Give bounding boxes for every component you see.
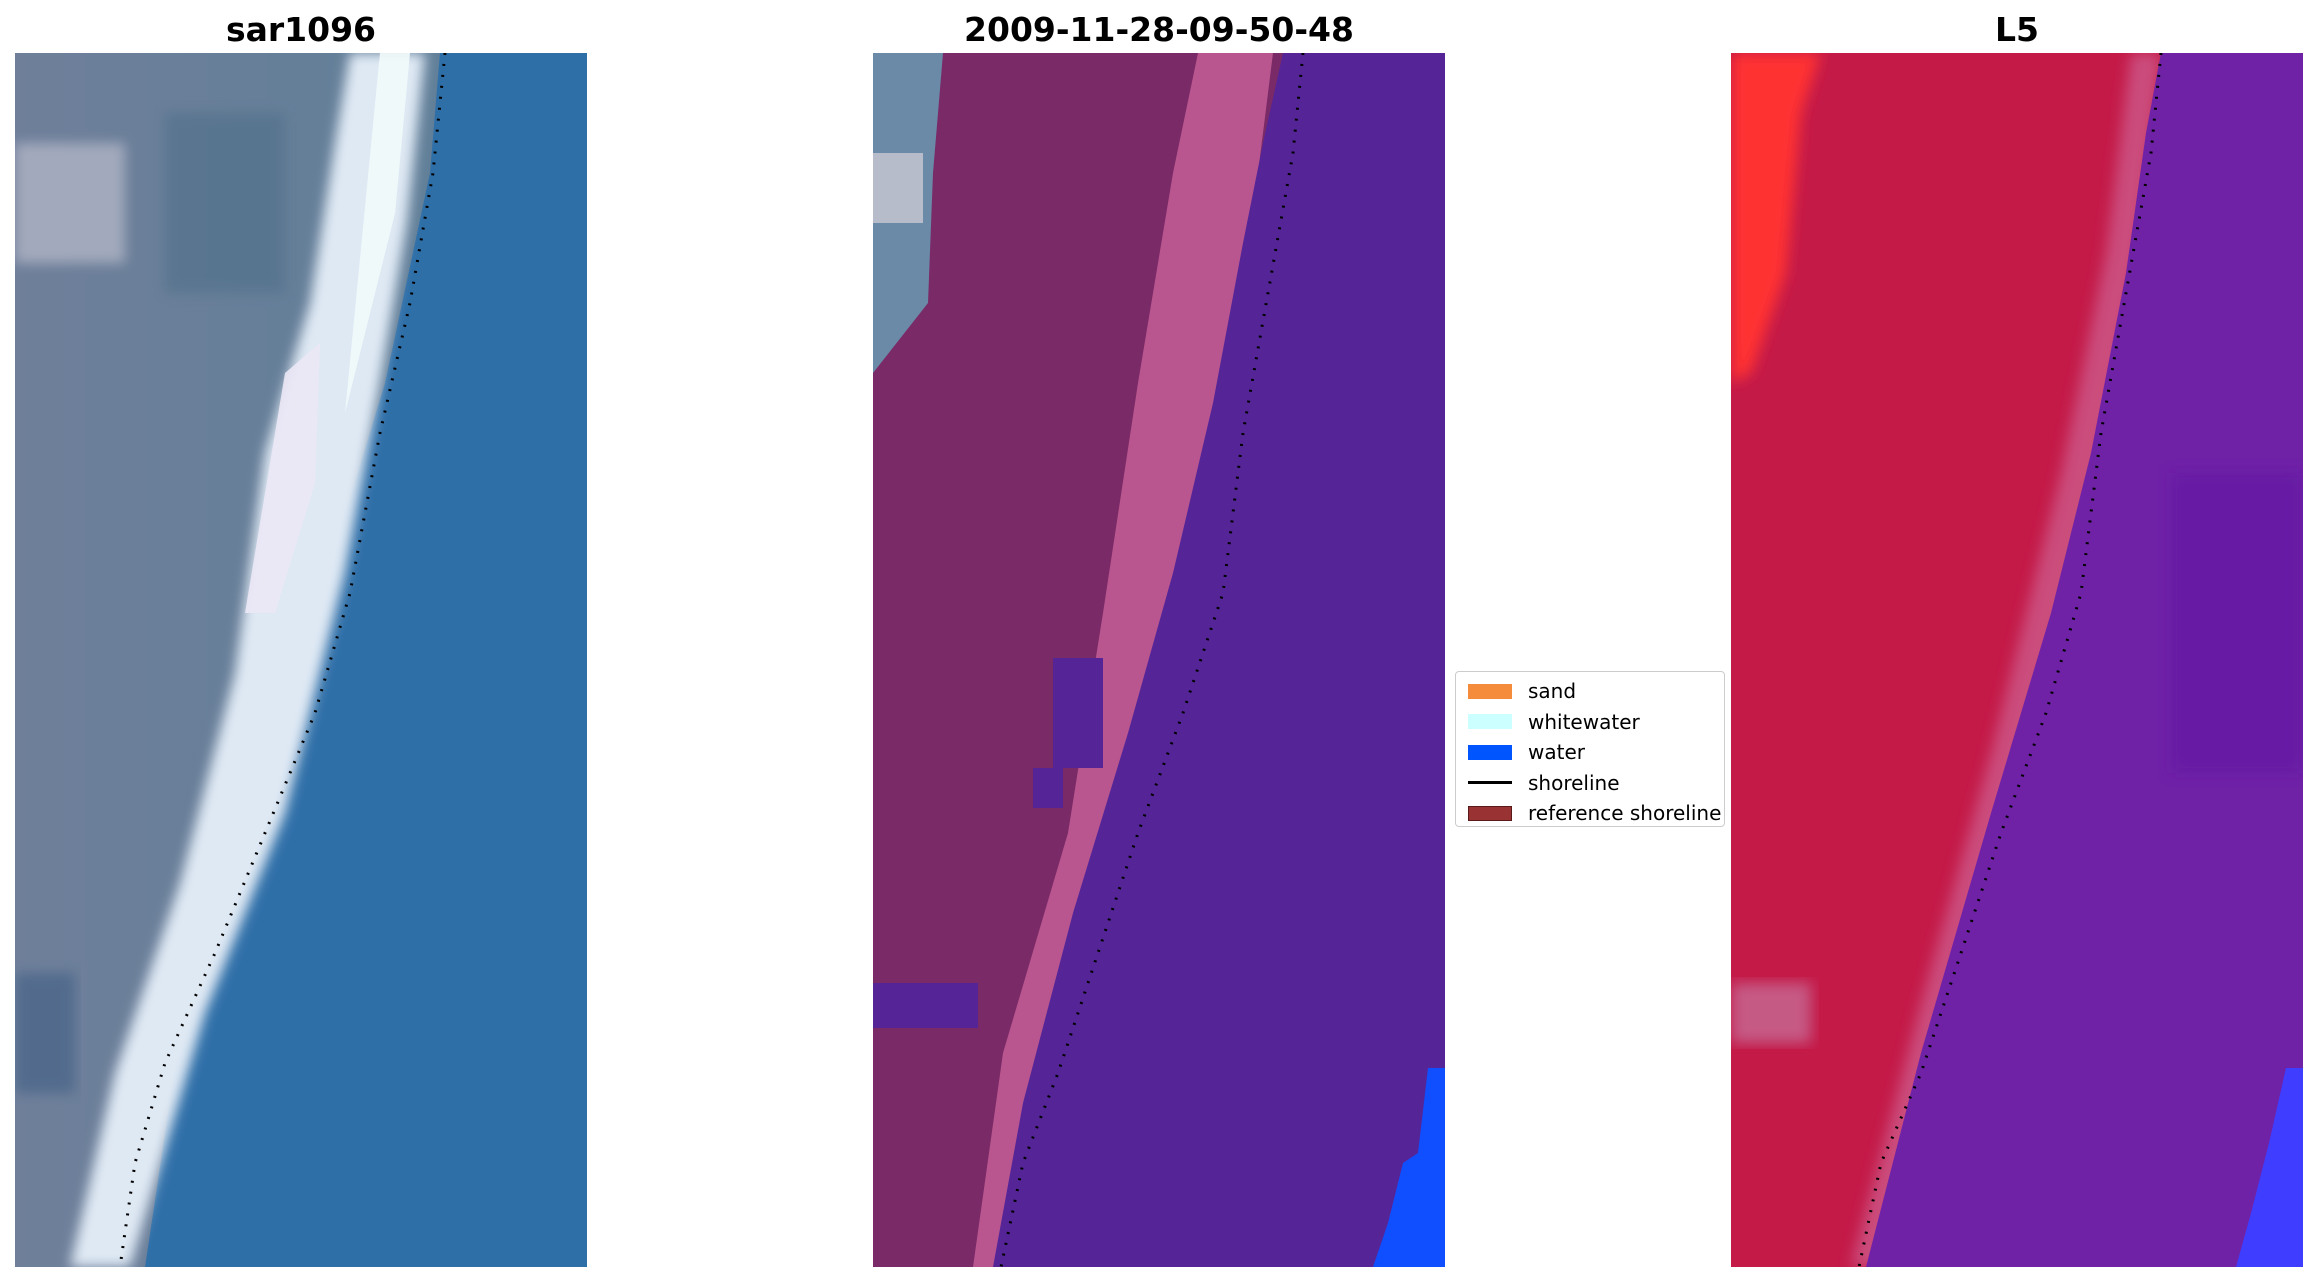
classified-image (873, 53, 1445, 1267)
rgb-image (15, 53, 587, 1267)
water-swatch (1468, 744, 1512, 760)
panel-title-classified: 2009-11-28-09-50-48 (964, 10, 1354, 49)
legend-label: shoreline (1528, 770, 1620, 795)
shoreline-dots (118, 53, 447, 1267)
legend-item-shoreline: shoreline (1462, 768, 1724, 799)
legend-label: whitewater (1528, 709, 1640, 734)
panel-title-rgb: sar1096 (225, 10, 377, 49)
false-color-image (1731, 53, 2303, 1267)
reference-shoreline-swatch (1468, 805, 1512, 821)
legend-item-water: water (1462, 737, 1724, 768)
shoreline-dots (1857, 53, 2163, 1267)
panel-title-false-color: L5 (1995, 10, 2039, 49)
legend-item-sand: sand (1462, 676, 1724, 707)
shoreline-dots (999, 53, 1305, 1267)
legend-label: reference shoreline (1528, 801, 1722, 826)
false-color-image-panel (1731, 53, 2303, 1267)
legend-label: water (1528, 740, 1585, 765)
classified-image-panel (873, 53, 1445, 1267)
legend-item-whitewater: whitewater (1462, 707, 1724, 738)
shoreline-swatch (1468, 781, 1512, 785)
sand-swatch (1468, 683, 1512, 699)
legend-item-reference-shoreline: reference shoreline (1462, 798, 1724, 829)
legend: sand whitewater water shoreline referenc… (1455, 671, 1725, 827)
whitewater-swatch (1468, 714, 1512, 730)
legend-label: sand (1528, 679, 1577, 704)
rgb-image-panel (15, 53, 587, 1267)
